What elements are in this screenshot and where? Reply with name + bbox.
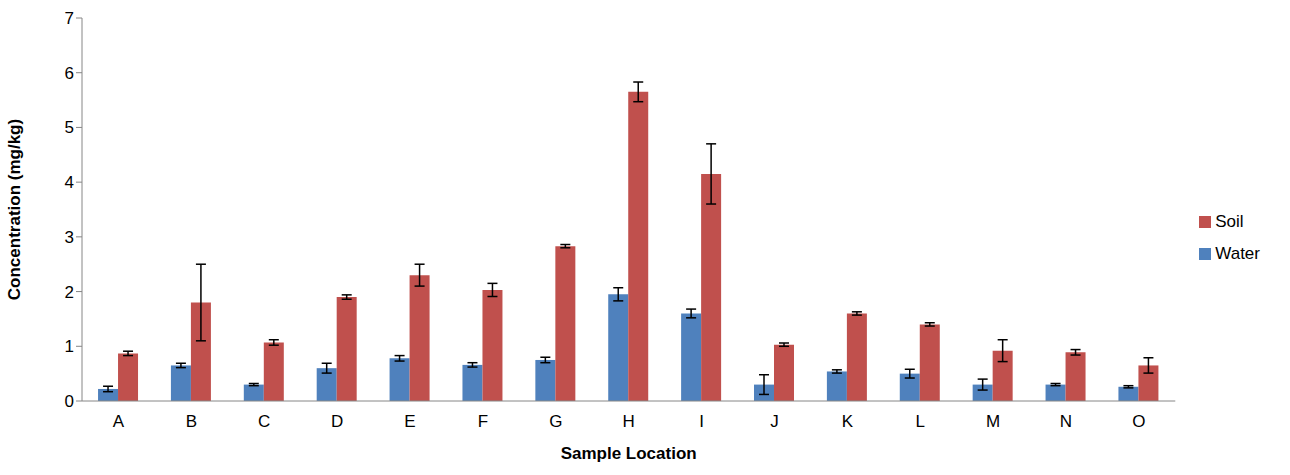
- svg-text:7: 7: [65, 9, 74, 28]
- svg-text:1: 1: [65, 337, 74, 356]
- svg-text:M: M: [986, 412, 1000, 431]
- svg-text:0: 0: [65, 392, 74, 411]
- svg-text:C: C: [258, 412, 270, 431]
- svg-text:H: H: [623, 412, 635, 431]
- svg-text:G: G: [549, 412, 562, 431]
- svg-text:3: 3: [65, 228, 74, 247]
- svg-text:5: 5: [65, 118, 74, 137]
- html-text:Soil: Soil: [1215, 211, 1244, 231]
- svg-text:I: I: [699, 412, 704, 431]
- svg-text:N: N: [1060, 412, 1072, 431]
- svg-text:B: B: [186, 412, 197, 431]
- svg-text:6: 6: [65, 64, 74, 83]
- svg-text:K: K: [842, 412, 854, 431]
- svg-text:F: F: [478, 412, 488, 431]
- svg-text:L: L: [915, 412, 924, 431]
- svg-text:D: D: [331, 412, 343, 431]
- svg-text:Sample Location: Sample Location: [561, 444, 697, 463]
- svg-text:A: A: [113, 412, 125, 431]
- svg-text:E: E: [404, 412, 415, 431]
- svg-text:J: J: [770, 412, 779, 431]
- svg-text:Concentration (mg/kg): Concentration (mg/kg): [5, 119, 24, 300]
- svg-text:4: 4: [65, 173, 74, 192]
- svg-text:2: 2: [65, 283, 74, 302]
- svg-text:O: O: [1132, 412, 1145, 431]
- html-text:Water: Water: [1215, 243, 1260, 263]
